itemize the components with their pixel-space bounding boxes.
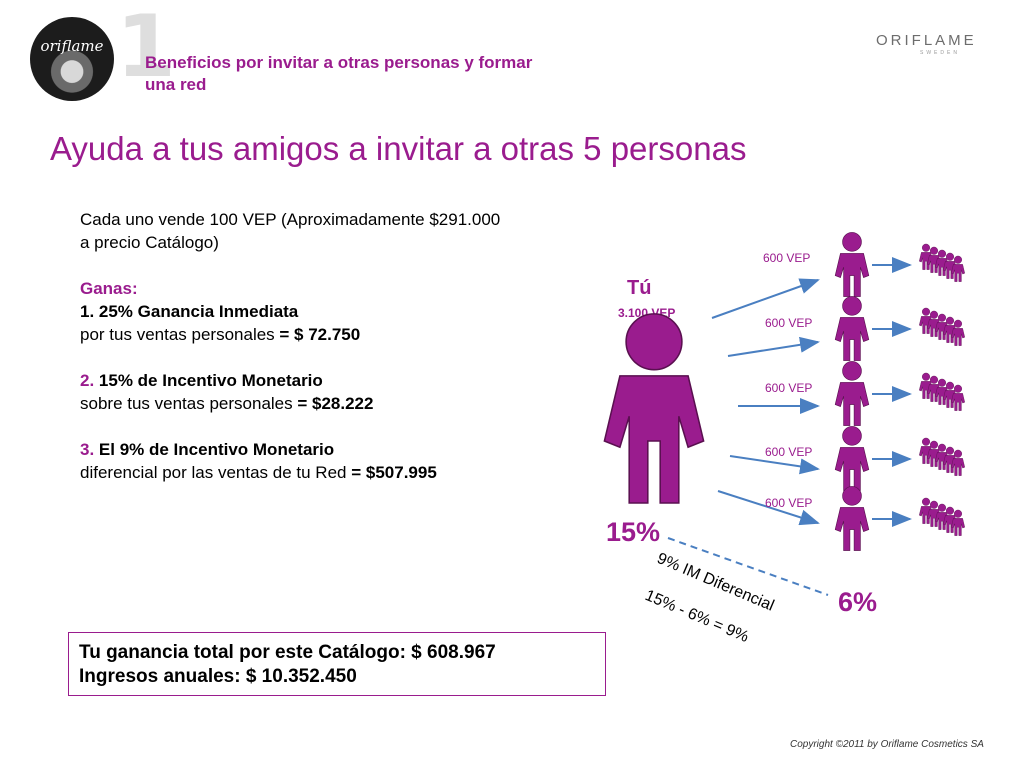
- section-subtitle: Beneficios por invitar a otras personas …: [145, 53, 533, 94]
- total-catalog-earnings: Tu ganancia total por este Catálogo: $ 6…: [79, 642, 496, 663]
- item-3-heading: 3. El 9% de Incentivo Monetario: [80, 438, 600, 461]
- item-2-value: = $28.222: [297, 394, 374, 413]
- downline-group-icon: [919, 307, 965, 346]
- intro-line-1: Cada uno vende 100 VEP (Aproximadamente …: [80, 210, 501, 229]
- friend-vep-4: 600 VEP: [765, 445, 812, 459]
- item-3-number: 3.: [80, 440, 95, 459]
- brand-sub: SWEDEN: [920, 50, 960, 56]
- total-earnings-box: Tu ganancia total por este Catálogo: $ 6…: [68, 632, 606, 696]
- arrow-to-friend-4: [729, 455, 820, 475]
- friend-vep-5: 600 VEP: [765, 496, 812, 510]
- you-person-icon: [602, 312, 706, 505]
- downline-group-icon: [919, 372, 965, 411]
- friend-person-icon: [834, 425, 870, 492]
- friend-vep-1: 600 VEP: [763, 251, 810, 265]
- item-3-title: El 9% de Incentivo Monetario: [94, 440, 335, 459]
- item-1-value: = $ 72.750: [274, 325, 361, 344]
- annual-income: Ingresos anuales: $ 10.352.450: [79, 666, 357, 687]
- benefits-text: Cada uno vende 100 VEP (Aproximadamente …: [80, 208, 600, 484]
- item-1-title: 1. 25% Ganancia Inmediata: [80, 302, 299, 321]
- item-3-text: diferencial por las ventas de tu Red: [80, 463, 352, 482]
- friend-vep-2: 600 VEP: [765, 316, 812, 330]
- friend-person-icon: [834, 231, 870, 298]
- you-label: Tú: [627, 277, 651, 299]
- item-3-line: diferencial por las ventas de tu Red = $…: [80, 461, 600, 484]
- logo-word: oriflame: [40, 37, 104, 55]
- arrow-to-friend-5: [717, 490, 820, 526]
- logo-image: oriflame: [30, 17, 114, 101]
- copyright: Copyright ©2011 by Oriflame Cosmetics SA: [790, 739, 984, 750]
- item-1-line: por tus ventas personales = $ 72.750: [80, 323, 600, 346]
- downline-group-icon: [919, 243, 965, 282]
- section-number: 1: [116, 0, 176, 97]
- pct-right: 6%: [838, 587, 877, 617]
- item-2-number: 2.: [80, 371, 95, 390]
- friend-vep-3: 600 VEP: [765, 381, 812, 395]
- friend-rows: 600 VEP 600 VEP 600 VEP 600 VEP 600 VEP: [711, 231, 965, 552]
- friend-person-icon: [834, 485, 870, 552]
- intro-line-2: a precio Catálogo): [80, 233, 219, 252]
- brand-logo: ORIFLAME: [876, 32, 977, 49]
- downline-group-icon: [919, 497, 965, 536]
- item-2-text: sobre tus ventas personales: [80, 394, 298, 413]
- page-title: Ayuda a tus amigos a invitar a otras 5 p…: [50, 130, 747, 167]
- arrow-to-friend-2: [727, 336, 820, 357]
- friend-person-icon: [834, 360, 870, 427]
- item-2-heading: 2. 15% de Incentivo Monetario: [80, 369, 600, 392]
- arrow-to-friend-1: [711, 278, 820, 319]
- pct-left: 15%: [606, 517, 660, 547]
- item-1-text: por tus ventas personales: [80, 325, 275, 344]
- ganas-label: Ganas:: [80, 279, 138, 298]
- friend-person-icon: [834, 295, 870, 362]
- downline-group-icon: [919, 437, 965, 476]
- differential-dashed-line: [667, 537, 829, 596]
- item-2-line: sobre tus ventas personales = $28.222: [80, 392, 600, 415]
- item-2-title: 15% de Incentivo Monetario: [94, 371, 323, 390]
- item-3-value: = $507.995: [351, 463, 437, 482]
